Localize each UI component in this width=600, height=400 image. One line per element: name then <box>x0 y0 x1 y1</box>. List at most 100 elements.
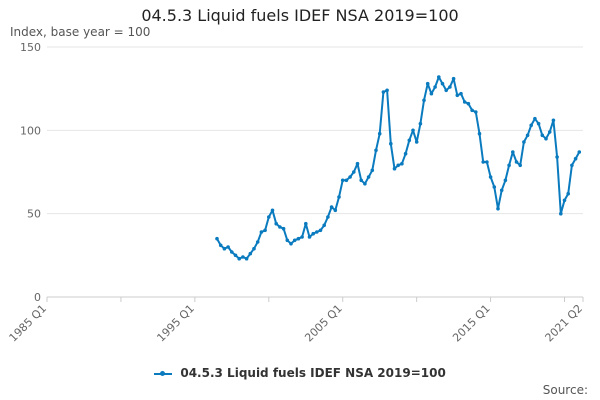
data-point <box>411 128 415 133</box>
data-point <box>392 166 397 171</box>
data-point <box>536 121 541 126</box>
data-point <box>511 150 515 154</box>
data-point <box>389 141 393 146</box>
x-tick-label: 1985 Q1 <box>7 302 50 345</box>
data-point <box>433 85 437 89</box>
x-tick-label: 2015 Q1 <box>450 302 493 345</box>
data-point <box>318 228 323 233</box>
data-point <box>499 188 504 193</box>
data-point <box>492 185 497 189</box>
data-point <box>462 100 467 104</box>
data-point <box>263 228 267 233</box>
data-point <box>481 160 486 164</box>
chart-title: 04.5.3 Liquid fuels IDEF NSA 2019=100 <box>141 6 459 25</box>
series-layer <box>215 75 582 261</box>
data-point <box>547 130 552 134</box>
data-point <box>218 243 223 248</box>
data-point <box>215 236 219 241</box>
data-point <box>252 246 256 251</box>
data-point <box>503 178 508 183</box>
data-point <box>233 253 238 258</box>
data-point <box>496 206 500 211</box>
data-point <box>337 195 341 199</box>
x-tick-label: 2005 Q1 <box>302 302 345 345</box>
legend[interactable]: 04.5.3 Liquid fuels IDEF NSA 2019=100 <box>0 366 600 380</box>
data-point <box>241 255 245 259</box>
data-point <box>488 175 493 179</box>
data-point <box>448 85 452 89</box>
legend-marker-icon <box>154 370 173 376</box>
data-point <box>400 161 404 166</box>
data-point <box>304 221 308 226</box>
data-point <box>540 133 545 138</box>
data-point <box>315 230 319 234</box>
data-point <box>570 163 574 168</box>
data-point <box>355 161 360 166</box>
legend-label[interactable]: 04.5.3 Liquid fuels IDEF NSA 2019=100 <box>180 366 446 380</box>
data-point <box>425 81 430 86</box>
data-point <box>474 110 478 114</box>
y-tick-label: 50 <box>27 208 41 221</box>
y-tick-label: 100 <box>20 124 41 137</box>
data-point <box>248 251 253 256</box>
data-point <box>444 88 449 93</box>
data-point <box>366 175 371 179</box>
series-line <box>216 76 581 260</box>
data-point <box>289 241 293 246</box>
grid-layer <box>47 46 583 215</box>
data-point <box>566 191 570 196</box>
data-point <box>281 226 286 231</box>
data-point <box>414 140 419 144</box>
data-point <box>555 155 559 159</box>
data-point <box>455 93 460 98</box>
data-point <box>440 81 445 86</box>
data-point <box>514 160 519 164</box>
data-point <box>466 101 471 106</box>
data-point <box>562 198 567 203</box>
data-point <box>267 215 271 219</box>
data-point <box>573 156 578 161</box>
data-point <box>429 91 434 96</box>
data-point <box>322 223 327 228</box>
data-point <box>533 116 537 121</box>
data-point <box>311 231 316 236</box>
data-point <box>459 91 463 96</box>
data-point <box>244 256 249 261</box>
x-tick-label: 2021 Q2 <box>543 302 586 345</box>
data-point <box>525 133 530 138</box>
data-point <box>374 148 378 153</box>
data-point <box>559 211 563 216</box>
data-point <box>544 136 548 141</box>
data-point <box>278 225 282 229</box>
data-point <box>259 230 264 234</box>
data-point <box>422 98 426 103</box>
data-point <box>344 178 349 183</box>
data-point <box>437 75 441 79</box>
data-point <box>485 160 489 164</box>
data-point <box>551 118 556 123</box>
data-point <box>285 238 290 243</box>
data-point <box>396 163 401 168</box>
data-point <box>381 90 386 94</box>
data-point <box>333 208 338 213</box>
data-point <box>348 175 352 179</box>
data-point <box>518 163 522 168</box>
data-point <box>329 205 334 209</box>
data-point <box>226 245 230 249</box>
data-point <box>370 168 375 173</box>
data-point <box>230 250 234 254</box>
data-point <box>359 178 364 183</box>
data-point <box>296 236 301 241</box>
data-point <box>270 208 275 213</box>
data-point <box>292 238 297 243</box>
source-label: Source: <box>542 383 588 397</box>
data-point <box>470 108 474 113</box>
data-point <box>274 221 279 226</box>
data-point <box>407 138 412 143</box>
data-point <box>507 163 511 168</box>
x-tick-label: 1995 Q1 <box>154 302 197 345</box>
data-point <box>529 123 533 128</box>
data-point <box>522 140 526 144</box>
data-point <box>340 178 345 183</box>
